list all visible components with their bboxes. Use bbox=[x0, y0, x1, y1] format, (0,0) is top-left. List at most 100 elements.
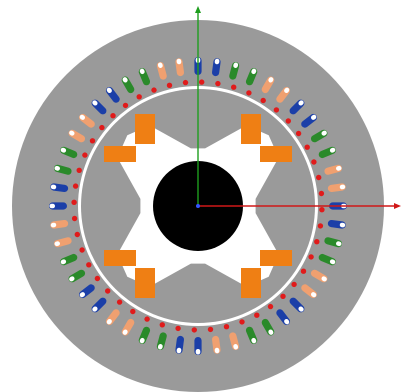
coil-tip bbox=[79, 292, 85, 298]
red-marker bbox=[317, 223, 324, 229]
coil-phase-b bbox=[245, 326, 258, 344]
red-marker bbox=[239, 319, 245, 325]
coil-tip bbox=[233, 62, 239, 68]
magnet-3-a bbox=[241, 268, 261, 298]
coil-phase-c bbox=[276, 87, 291, 103]
red-marker bbox=[71, 215, 78, 222]
coil-phase-b bbox=[318, 253, 336, 266]
red-marker bbox=[136, 94, 142, 100]
coil-phase-a bbox=[105, 87, 120, 103]
coil-tip bbox=[321, 276, 327, 282]
coil-phase-a bbox=[289, 99, 305, 115]
coil-phase-c bbox=[68, 129, 86, 143]
coil-tip bbox=[336, 241, 342, 247]
coil-tip bbox=[54, 241, 60, 247]
red-marker bbox=[89, 138, 96, 144]
coil-phase-c bbox=[327, 183, 346, 193]
red-marker bbox=[72, 183, 79, 189]
red-marker bbox=[267, 303, 274, 310]
coil-tip bbox=[79, 114, 85, 120]
red-marker bbox=[318, 190, 325, 197]
coil-phase-b bbox=[245, 68, 258, 86]
coil-phase-a bbox=[301, 113, 317, 128]
red-marker bbox=[144, 316, 150, 322]
red-marker bbox=[300, 268, 307, 274]
red-marker bbox=[319, 207, 325, 213]
coil-tip bbox=[321, 130, 327, 136]
coil-tip bbox=[50, 222, 57, 228]
coil-phase-c bbox=[175, 58, 185, 77]
coil-phase-c bbox=[79, 113, 95, 128]
red-marker bbox=[159, 322, 165, 328]
coil-tip bbox=[214, 347, 220, 354]
coil-phase-b bbox=[229, 61, 240, 80]
red-marker bbox=[215, 80, 221, 87]
y-axis-arrowhead bbox=[195, 6, 201, 13]
coil-tip bbox=[298, 100, 304, 106]
red-marker bbox=[76, 167, 82, 173]
coil-tip bbox=[251, 337, 257, 344]
coil-tip bbox=[92, 100, 98, 106]
red-marker bbox=[86, 262, 92, 268]
magnet-1-b bbox=[104, 146, 136, 162]
coil-phase-b bbox=[156, 332, 167, 351]
coil-phase-b bbox=[261, 318, 275, 336]
coil-tip bbox=[176, 58, 182, 65]
coil-tip bbox=[251, 68, 257, 75]
stator-coils bbox=[49, 57, 347, 355]
coil-phase-c bbox=[50, 219, 69, 229]
coil-tip bbox=[92, 306, 98, 312]
coil-phase-b bbox=[310, 129, 328, 143]
red-marker bbox=[295, 130, 302, 137]
red-marker bbox=[291, 281, 297, 288]
red-marker bbox=[151, 87, 157, 93]
coil-tip bbox=[298, 306, 304, 312]
coil-phase-b bbox=[138, 68, 151, 86]
coil-tip bbox=[339, 222, 346, 228]
red-marker bbox=[316, 174, 322, 181]
red-marker bbox=[175, 325, 181, 332]
magnet-1-a bbox=[135, 114, 155, 144]
coil-phase-c bbox=[156, 61, 167, 80]
coil-phase-c bbox=[301, 284, 317, 299]
red-marker bbox=[308, 254, 314, 260]
red-marker bbox=[122, 102, 129, 109]
coil-phase-b bbox=[60, 253, 78, 266]
coil-phase-b bbox=[318, 146, 336, 159]
coil-tip bbox=[69, 276, 75, 282]
red-marker bbox=[82, 152, 88, 158]
coil-phase-c bbox=[121, 318, 135, 336]
coil-tip bbox=[54, 165, 60, 171]
red-marker bbox=[223, 324, 230, 330]
coil-phase-a bbox=[289, 297, 305, 313]
coil-tip bbox=[106, 319, 112, 325]
red-marker bbox=[94, 275, 101, 282]
coil-tip bbox=[122, 329, 128, 335]
coil-tip bbox=[311, 292, 317, 298]
coil-phase-c bbox=[53, 237, 72, 248]
magnet-2-a bbox=[135, 268, 155, 298]
coil-tip bbox=[195, 349, 201, 355]
coil-tip bbox=[157, 62, 163, 68]
coil-phase-c bbox=[105, 309, 120, 325]
coil-tip bbox=[122, 77, 128, 83]
coil-phase-c bbox=[261, 76, 275, 94]
coil-phase-a bbox=[50, 183, 69, 193]
red-marker bbox=[116, 299, 123, 305]
coil-phase-a bbox=[211, 58, 221, 77]
coil-phase-a bbox=[276, 309, 291, 325]
coil-phase-a bbox=[79, 284, 95, 299]
coil-tip bbox=[284, 87, 290, 93]
red-marker bbox=[191, 327, 197, 333]
red-marker bbox=[246, 90, 252, 96]
red-marker bbox=[71, 199, 77, 205]
red-marker bbox=[231, 84, 237, 90]
red-marker bbox=[130, 308, 136, 315]
coil-phase-b bbox=[121, 76, 135, 94]
coil-tip bbox=[268, 77, 274, 83]
red-marker bbox=[99, 124, 105, 131]
coil-tip bbox=[106, 87, 112, 93]
coil-tip bbox=[157, 344, 163, 350]
coil-phase-a bbox=[49, 202, 67, 210]
